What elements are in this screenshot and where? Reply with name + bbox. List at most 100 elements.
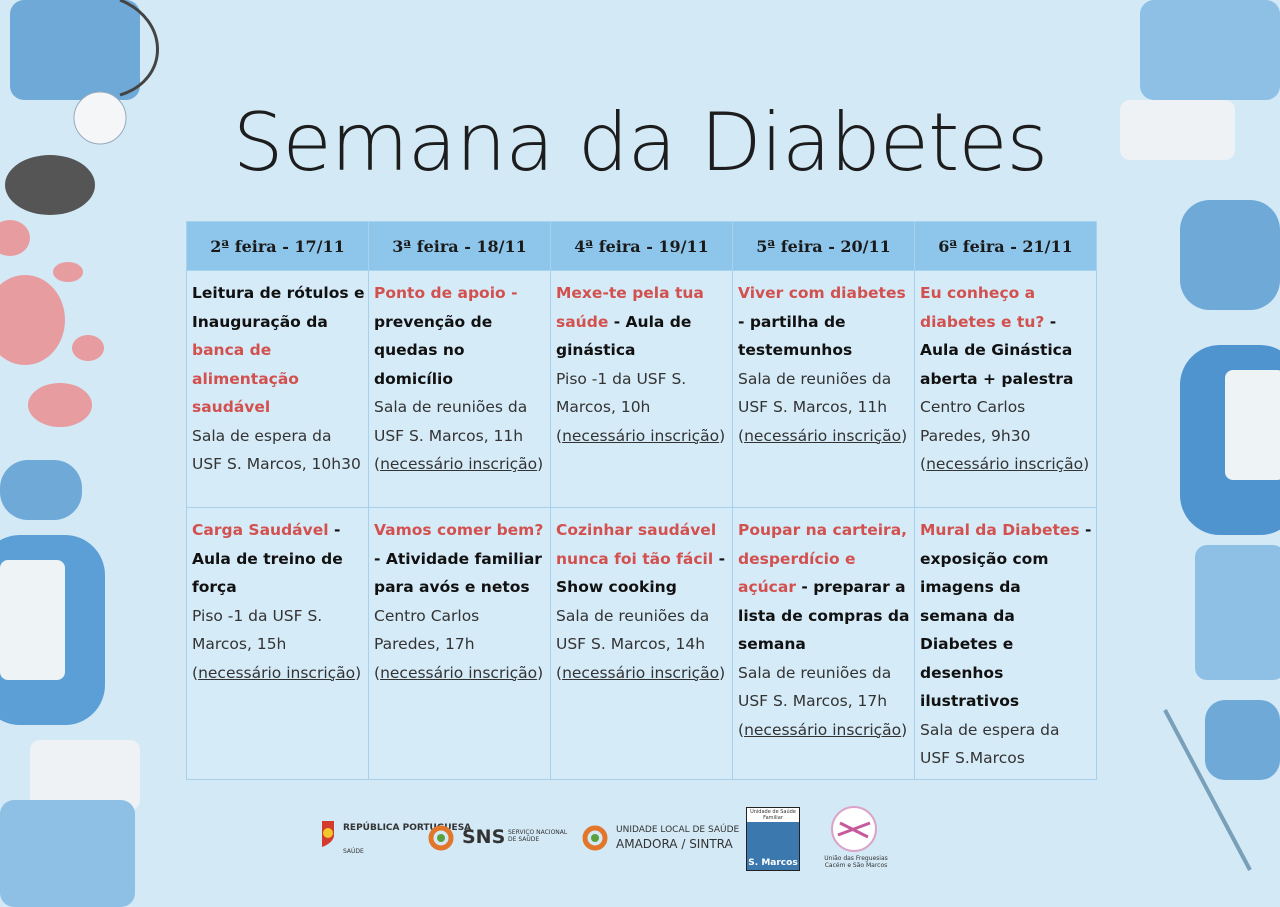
- activity-location: Sala de espera da USF S.Marcos: [920, 720, 1060, 768]
- schedule-table: 2ª feira - 17/11 3ª feira - 18/11 4ª feira…: [186, 221, 1097, 780]
- deco-syringe: [1163, 709, 1252, 871]
- table-body: Leitura de rótulos e Inauguração da banc…: [186, 270, 1097, 780]
- deco-bottle: [1140, 0, 1280, 100]
- activity-description: - Show cooking: [556, 549, 726, 597]
- parenthesis: (: [192, 663, 199, 682]
- activity-description: - Aula de Ginástica aberta + palestra: [920, 312, 1074, 388]
- deco-tube: [119, 0, 159, 97]
- registration-note: (necessário inscrição): [374, 450, 547, 479]
- parenthesis: ): [901, 426, 908, 445]
- registration-link: necessário inscrição: [380, 455, 538, 473]
- logo-freguesia-icon: [831, 806, 877, 852]
- activity-description: - preparar a lista de compras da semana: [738, 578, 910, 653]
- activity-name: Ponto de apoio -: [374, 284, 518, 302]
- parenthesis: ): [537, 455, 544, 473]
- activity-cell: Mural da Diabetes - exposição com imagen…: [914, 507, 1097, 780]
- parenthesis: ): [537, 663, 544, 682]
- registration-link: necessário inscrição: [926, 455, 1084, 473]
- activity-name: Mural da Diabetes: [920, 521, 1080, 539]
- activity-cell: Mexe-te pela tua saúde - Aula de ginásti…: [550, 270, 733, 508]
- parenthesis: ): [719, 426, 726, 445]
- title: Semana da Diabetes: [232, 96, 1048, 189]
- activity-name: Poupar na carteira, desperdício e açúcar: [738, 521, 908, 596]
- activity-name: Vamos comer bem?: [374, 521, 544, 539]
- activity-description: Leitura de rótulos e Inauguração da: [192, 284, 365, 331]
- activity-location: Centro Carlos Paredes, 17h: [374, 606, 480, 654]
- logo-sns-sub: SERVIÇO NACIONAL DE SAÚDE: [508, 829, 568, 843]
- logo-freguesia: União das Freguesias Cacém e São Marcos: [824, 855, 888, 869]
- parenthesis: (: [374, 455, 381, 473]
- day-header: 4ª feira - 19/11: [550, 221, 733, 271]
- activity-description: - partilha de testemunhos: [738, 312, 853, 360]
- parenthesis: (: [738, 720, 745, 739]
- registration-note: (necessário inscrição): [920, 450, 1093, 479]
- deco-cuff: [10, 0, 140, 100]
- registration-note: (necessário inscrição): [738, 716, 911, 745]
- deco-screen: [1225, 370, 1280, 480]
- activity-description: prevenção de quedas no domicílio: [374, 312, 493, 388]
- registration-link: necessário inscrição: [744, 720, 902, 739]
- registration-note: (necessário inscrição): [556, 659, 729, 688]
- activity-description: - exposição com imagens da semana da Dia…: [920, 521, 1092, 710]
- activity-description: - Aula de ginástica: [556, 312, 692, 360]
- activity-location: Piso -1 da USF S. Marcos, 10h: [556, 369, 687, 417]
- activity-description: - Atividade familiar para avós e netos: [374, 549, 542, 597]
- activity-location: Sala de espera da USF S. Marcos, 10h30: [192, 426, 361, 474]
- parenthesis: ): [1083, 455, 1090, 473]
- registration-link: necessário inscrição: [562, 426, 720, 445]
- deco-cap: [30, 740, 140, 810]
- registration-link: necessário inscrição: [744, 426, 902, 445]
- activity-cell: Poupar na carteira, desperdício e açúcar…: [732, 507, 915, 780]
- activity-cell: Carga Saudável - Aula de treino de força…: [186, 507, 369, 780]
- logo-sns-icon: [428, 825, 454, 851]
- deco-bulb: [5, 155, 95, 215]
- registration-note: (necessário inscrição): [374, 659, 547, 688]
- deco-screen: [0, 560, 65, 680]
- logo-usf: Unidade de Saúde Familiar S. Marcos: [746, 807, 800, 871]
- activity-location: Sala de reuniões da USF S. Marcos, 11h: [374, 398, 528, 445]
- schedule-row: Carga Saudável - Aula de treino de força…: [186, 507, 1097, 780]
- registration-note: (necessário inscrição): [738, 422, 911, 451]
- deco-band: [1205, 700, 1280, 780]
- parenthesis: ): [719, 663, 726, 682]
- logo-republica: REPÚBLICA PORTUGUESA: [343, 823, 472, 833]
- registration-link: necessário inscrição: [198, 663, 356, 682]
- registration-note: (necessário inscrição): [556, 422, 729, 451]
- deco-pill: [0, 460, 82, 520]
- day-header: 2ª feira - 17/11: [186, 221, 369, 271]
- logo-republica-sub: SAÚDE: [343, 848, 364, 855]
- activity-cell: Cozinhar saudável nunca foi tão fácil - …: [550, 507, 733, 780]
- activity-description: - Aula de treino de força: [192, 521, 343, 596]
- deco-vial: [1195, 545, 1280, 680]
- activity-location: Sala de reuniões da USF S. Marcos, 11h: [738, 369, 892, 417]
- deco-cell: [28, 383, 92, 427]
- activity-name: Eu conheço a diabetes e tu?: [920, 284, 1045, 331]
- activity-name: Viver com diabetes: [738, 284, 906, 302]
- day-header: 5ª feira - 20/11: [732, 221, 915, 271]
- activity-cell: Leitura de rótulos e Inauguração da banc…: [186, 270, 369, 508]
- parenthesis: (: [374, 663, 381, 682]
- activity-name: Carga Saudável: [192, 521, 329, 539]
- schedule-row: Leitura de rótulos e Inauguração da banc…: [186, 270, 1097, 508]
- logo-usf-sub: S. Marcos: [748, 858, 798, 868]
- registration-link: necessário inscrição: [380, 663, 538, 682]
- logo-sns: SNS: [462, 826, 506, 848]
- registration-link: necessário inscrição: [562, 663, 720, 682]
- activity-location: Sala de reuniões da USF S. Marcos, 14h: [556, 606, 710, 654]
- activity-cell: Vamos comer bem? - Atividade familiar par…: [368, 507, 551, 780]
- parenthesis: (: [556, 663, 563, 682]
- deco-cap: [1120, 100, 1235, 160]
- activity-name: Cozinhar saudável nunca foi tão fácil: [556, 521, 717, 568]
- activity-name: Mexe-te pela tua saúde: [556, 284, 704, 331]
- parenthesis: (: [920, 455, 927, 473]
- deco-band: [1180, 200, 1280, 310]
- logo-uls-sub: AMADORA / SINTRA: [616, 837, 733, 851]
- deco-cell: [0, 275, 65, 365]
- activity-cell: Eu conheço a diabetes e tu? - Aula de Gi…: [914, 270, 1097, 508]
- logos: REPÚBLICA PORTUGUESA SAÚDE SNS SERVIÇO N…: [318, 805, 898, 875]
- activity-cell: Ponto de apoio - prevenção de quedas no …: [368, 270, 551, 508]
- parenthesis: ): [901, 720, 908, 739]
